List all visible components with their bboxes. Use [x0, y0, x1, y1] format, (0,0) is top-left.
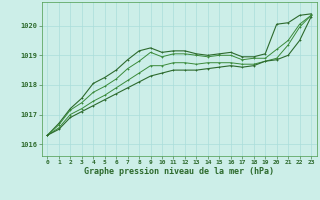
X-axis label: Graphe pression niveau de la mer (hPa): Graphe pression niveau de la mer (hPa)	[84, 167, 274, 176]
